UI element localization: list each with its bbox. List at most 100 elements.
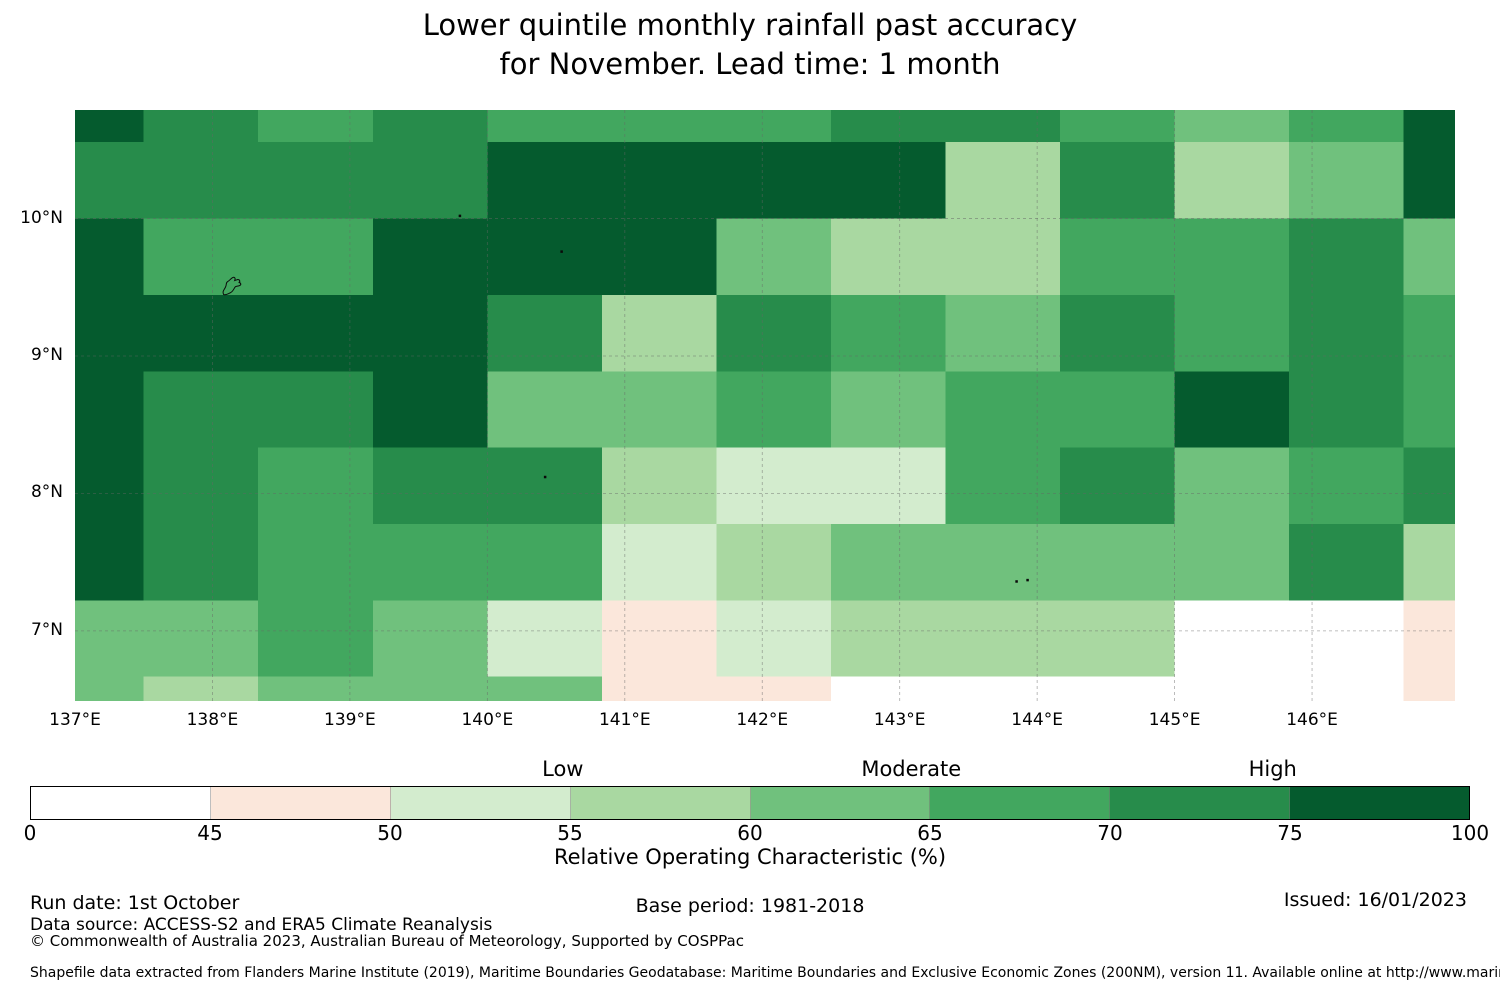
heatmap-cell xyxy=(487,371,602,448)
heatmap-cell xyxy=(75,447,144,524)
heatmap-cell xyxy=(601,600,717,677)
heatmap-cell xyxy=(945,142,1061,219)
heatmap-cell xyxy=(258,676,373,701)
colorbar-category-label: High xyxy=(1248,757,1297,781)
heatmap-cell xyxy=(1174,110,1290,143)
heatmap-cell xyxy=(1174,218,1290,295)
heatmap-cell xyxy=(1060,294,1175,372)
heatmap-cell xyxy=(75,142,144,219)
heatmap-cell xyxy=(487,600,602,677)
heatmap-cell xyxy=(601,371,717,448)
heatmap-cell xyxy=(716,600,831,677)
island-dot xyxy=(543,475,547,479)
heatmap-cell xyxy=(372,371,488,448)
heatmap-cell xyxy=(1060,371,1175,448)
heatmap-cell xyxy=(487,523,602,601)
heatmap-cell xyxy=(830,218,946,295)
heatmap-cell xyxy=(1289,371,1404,448)
heatmap-cell xyxy=(1060,523,1175,601)
colorbar-segment xyxy=(1290,787,1469,819)
heatmap-cell xyxy=(1289,523,1404,601)
heatmap-cell xyxy=(1403,600,1455,677)
x-tick-label: 138°E xyxy=(186,710,239,730)
colorbar-segment xyxy=(930,787,1111,819)
heatmap-cell xyxy=(1060,676,1175,701)
heatmap-cell xyxy=(1403,523,1455,601)
heatmap-cell xyxy=(143,371,259,448)
heatmap-cell xyxy=(716,142,831,219)
heatmap-cell xyxy=(1174,294,1290,372)
heatmap-cell xyxy=(601,142,717,219)
heatmap-cell xyxy=(945,294,1061,372)
heatmap-cell xyxy=(945,676,1061,701)
heatmap-cell xyxy=(716,447,831,524)
heatmap-cell xyxy=(372,142,488,219)
x-tick-label: 142°E xyxy=(736,710,789,730)
heatmap-cell xyxy=(258,110,373,143)
colorbar-tick-label: 100 xyxy=(1450,821,1490,845)
heatmap-cell xyxy=(601,676,717,701)
heatmap-cell xyxy=(945,447,1061,524)
heatmap-cell xyxy=(258,371,373,448)
colorbar-tick-label: 75 xyxy=(1277,821,1303,845)
heatmap-cell xyxy=(75,523,144,601)
heatmap-cell xyxy=(75,218,144,295)
colorbar-axis-label: Relative Operating Characteristic (%) xyxy=(553,845,947,869)
heatmap-cell xyxy=(830,110,946,143)
heatmap-cell xyxy=(1060,218,1175,295)
heatmap-cell xyxy=(487,218,602,295)
colorbar-segment xyxy=(210,787,391,819)
heatmap-cell xyxy=(945,600,1061,677)
heatmap-cell xyxy=(258,294,373,372)
heatmap-cell xyxy=(258,142,373,219)
chart-title-line1: Lower quintile monthly rainfall past acc… xyxy=(422,8,1078,42)
copyright-text: © Commonwealth of Australia 2023, Austra… xyxy=(30,932,744,950)
heatmap-cell xyxy=(1403,110,1455,143)
island-dot xyxy=(560,250,563,253)
heatmap-cell xyxy=(716,218,831,295)
heatmap-cell xyxy=(1289,218,1404,295)
island-outline xyxy=(222,276,242,296)
heatmap-cell xyxy=(601,218,717,295)
heatmap-cell xyxy=(830,447,946,524)
heatmap-cell xyxy=(258,600,373,677)
heatmap-cell xyxy=(75,110,144,143)
heatmap-cell xyxy=(945,523,1061,601)
colorbar-segment xyxy=(750,787,931,819)
heatmap-cell xyxy=(601,294,717,372)
heatmap-cell xyxy=(1289,676,1404,701)
heatmap-cell xyxy=(1403,371,1455,448)
x-tick-label: 139°E xyxy=(324,710,376,730)
heatmap-cell xyxy=(601,523,717,601)
colorbar-tick-label: 70 xyxy=(1097,821,1123,845)
heatmap-cell xyxy=(1060,447,1175,524)
colorbar-tick-label: 55 xyxy=(557,821,583,845)
heatmap-cell xyxy=(1403,218,1455,295)
heatmap-cell xyxy=(258,447,373,524)
heatmap-cell xyxy=(372,523,488,601)
heatmap-cell xyxy=(1060,600,1175,677)
heatmap-cell xyxy=(830,600,946,677)
heatmap-cell xyxy=(716,523,831,601)
heatmap-cell xyxy=(830,371,946,448)
heatmap-cell xyxy=(1289,142,1404,219)
heatmap-cell xyxy=(143,447,259,524)
data-source-text: Data source: ACCESS-S2 and ERA5 Climate … xyxy=(30,915,493,935)
heatmap-cell xyxy=(75,294,144,372)
heatmap-cell xyxy=(1403,447,1455,524)
heatmap-cell xyxy=(830,523,946,601)
y-tick-label: 7°N xyxy=(30,619,63,640)
heatmap-cell xyxy=(143,523,259,601)
colorbar-category-label: Low xyxy=(542,757,584,781)
colorbar-segment xyxy=(31,787,211,819)
heatmap-cell xyxy=(75,676,144,701)
heatmap-cell xyxy=(1289,447,1404,524)
heatmap-cell xyxy=(716,110,831,143)
heatmap-cell xyxy=(1174,447,1290,524)
heatmap-cell xyxy=(75,371,144,448)
x-tick-label: 140°E xyxy=(461,710,514,730)
x-tick-label: 145°E xyxy=(1148,710,1201,730)
base-period-text: Base period: 1981-2018 xyxy=(635,895,865,917)
